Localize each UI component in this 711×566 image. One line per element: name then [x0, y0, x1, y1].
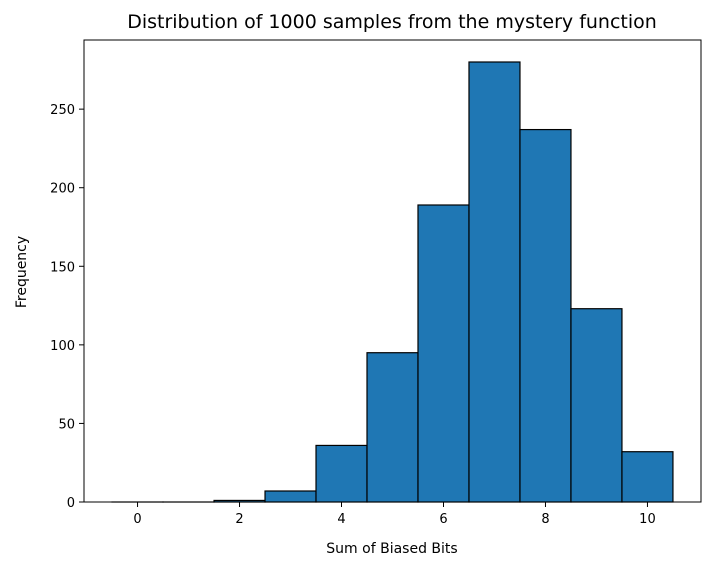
y-tick-label: 100	[50, 339, 75, 354]
x-tick-label: 4	[337, 512, 345, 527]
x-tick-label: 10	[639, 512, 656, 527]
x-tick-label: 6	[439, 512, 447, 527]
y-tick-label: 50	[58, 417, 75, 432]
x-tick-label: 2	[235, 512, 243, 527]
x-tick-label: 0	[133, 512, 141, 527]
x-tick-label: 8	[541, 512, 549, 527]
y-tick-label: 200	[50, 182, 75, 197]
histogram-bar	[519, 128, 572, 503]
histogram-bar	[570, 308, 623, 503]
y-tick-label: 250	[50, 103, 75, 118]
bars-group	[111, 61, 674, 503]
histogram-bar	[315, 444, 368, 503]
histogram-bar	[366, 352, 419, 503]
histogram-bar	[417, 204, 470, 503]
plot-frame	[83, 39, 702, 503]
histogram-bar	[621, 451, 674, 503]
histogram-bar	[264, 490, 317, 503]
x-axis-label: Sum of Biased Bits	[326, 541, 457, 557]
y-axis-ticks: 0 50 100 150 200 250	[50, 103, 84, 511]
x-axis-ticks: 0 2 4 6 8 10	[133, 502, 656, 527]
histogram-bar	[468, 61, 521, 503]
chart-title: Distribution of 1000 samples from the my…	[127, 11, 657, 33]
y-tick-label: 0	[67, 496, 75, 511]
y-axis-label: Frequency	[14, 236, 30, 308]
y-tick-label: 150	[50, 260, 75, 275]
